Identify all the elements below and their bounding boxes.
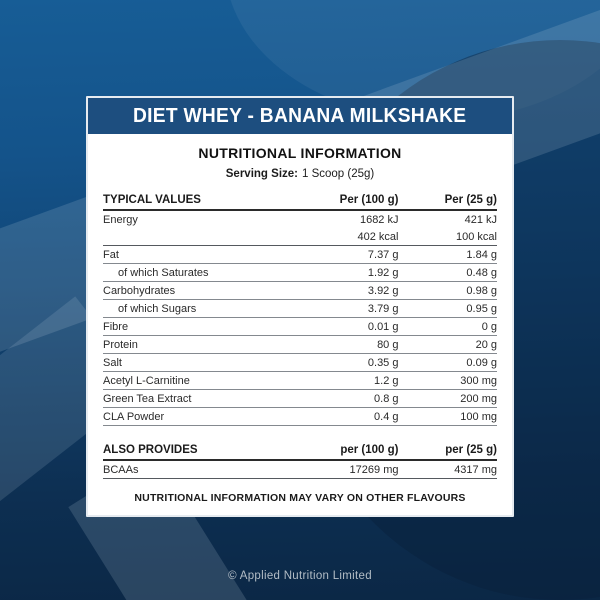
value-per-25g: 100 kcal: [398, 228, 497, 246]
value-per-25g: 0.48 g: [398, 263, 497, 282]
table-row-energy-kj: Energy 1682 kJ 421 kJ: [103, 210, 497, 228]
nutrition-card: NUTRITIONAL INFORMATION Serving Size: 1 S…: [88, 134, 512, 515]
typical-values-table: TYPICAL VALUES Per (100 g) Per (25 g) En…: [103, 192, 497, 426]
row-label: Fibre: [103, 317, 285, 336]
value-per-100g: 7.37 g: [284, 245, 399, 264]
value-per-100g: 1.2 g: [284, 371, 399, 390]
value-per-100g: 0.8 g: [284, 389, 399, 408]
product-title-banner: DIET WHEY - BANANA MILKSHAKE: [88, 98, 512, 134]
row-label: Carbohydrates: [103, 281, 285, 300]
row-label: BCAAs: [103, 460, 285, 479]
table-row-fibre: Fibre 0.01 g 0 g: [103, 317, 497, 336]
table-row-acetyl-l-carnitine: Acetyl L-Carnitine 1.2 g 300 mg: [103, 371, 497, 390]
table-row-bcaas: BCAAs 17269 mg 4317 mg: [103, 460, 497, 479]
table-header-row: TYPICAL VALUES Per (100 g) Per (25 g): [103, 192, 497, 211]
column-header-also-per-25g: per (25 g): [398, 442, 497, 461]
value-per-100g: 0.4 g: [284, 407, 399, 426]
value-per-25g: 20 g: [398, 335, 497, 354]
row-label: Salt: [103, 353, 285, 372]
table-row-saturates: of which Saturates 1.92 g 0.48 g: [103, 263, 497, 282]
nutrition-label: DIET WHEY - BANANA MILKSHAKE NUTRITIONAL…: [86, 96, 514, 517]
row-label: Acetyl L-Carnitine: [103, 371, 285, 390]
product-title: DIET WHEY - BANANA MILKSHAKE: [133, 104, 467, 127]
serving-size-label: Serving Size:: [225, 168, 298, 180]
value-per-25g: 1.84 g: [398, 245, 497, 264]
row-label: [103, 228, 285, 246]
row-label: Fat: [103, 245, 285, 264]
value-per-100g: 0.35 g: [284, 353, 399, 372]
flavour-disclaimer: NUTRITIONAL INFORMATION MAY VARY ON OTHE…: [134, 492, 466, 504]
table-row-sugars: of which Sugars 3.79 g 0.95 g: [103, 299, 497, 318]
column-header-typical-values: TYPICAL VALUES: [103, 192, 285, 211]
row-label: Green Tea Extract: [103, 389, 285, 408]
table-row-carbohydrates: Carbohydrates 3.92 g 0.98 g: [103, 281, 497, 300]
also-provides-table: ALSO PROVIDES per (100 g) per (25 g) BCA…: [103, 442, 497, 479]
value-per-25g: 0.95 g: [398, 299, 497, 318]
serving-size-line: Serving Size: 1 Scoop (25g): [103, 168, 497, 180]
column-header-per-25g: Per (25 g): [398, 192, 497, 211]
table-row-green-tea-extract: Green Tea Extract 0.8 g 200 mg: [103, 389, 497, 408]
value-per-25g: 0.98 g: [398, 281, 497, 300]
table-row-fat: Fat 7.37 g 1.84 g: [103, 245, 497, 264]
table-row-energy-kcal: 402 kcal 100 kcal: [103, 228, 497, 246]
row-label: of which Sugars: [103, 299, 285, 318]
row-label: of which Saturates: [103, 263, 285, 282]
value-per-100g: 3.79 g: [284, 299, 399, 318]
column-header-also-provides: ALSO PROVIDES: [103, 442, 285, 461]
value-per-25g: 0 g: [398, 317, 497, 336]
also-provides-header-row: ALSO PROVIDES per (100 g) per (25 g): [103, 442, 497, 461]
nutritional-information-heading: NUTRITIONAL INFORMATION: [198, 145, 402, 161]
copyright-text: © Applied Nutrition Limited: [228, 570, 372, 582]
value-per-25g: 300 mg: [398, 371, 497, 390]
value-per-100g: 1.92 g: [284, 263, 399, 282]
value-per-25g: 200 mg: [398, 389, 497, 408]
value-per-100g: 3.92 g: [284, 281, 399, 300]
table-row-cla-powder: CLA Powder 0.4 g 100 mg: [103, 407, 497, 426]
value-per-100g: 80 g: [284, 335, 399, 354]
row-label: CLA Powder: [103, 407, 285, 426]
value-per-100g: 17269 mg: [284, 460, 399, 479]
column-header-per-100g: Per (100 g): [284, 192, 399, 211]
row-label: Energy: [103, 213, 138, 226]
value-per-100g: 1682 kJ: [359, 213, 399, 226]
column-header-also-per-100g: per (100 g): [284, 442, 399, 461]
value-per-25g: 0.09 g: [398, 353, 497, 372]
table-row-salt: Salt 0.35 g 0.09 g: [103, 353, 497, 372]
value-per-25g: 421 kJ: [464, 213, 497, 226]
row-label: Protein: [103, 335, 285, 354]
value-per-25g: 4317 mg: [398, 460, 497, 479]
value-per-100g: 402 kcal: [284, 228, 399, 246]
serving-size-value: 1 Scoop (25g): [301, 168, 375, 180]
value-per-100g: 0.01 g: [284, 317, 399, 336]
table-row-protein: Protein 80 g 20 g: [103, 335, 497, 354]
value-per-25g: 100 mg: [398, 407, 497, 426]
